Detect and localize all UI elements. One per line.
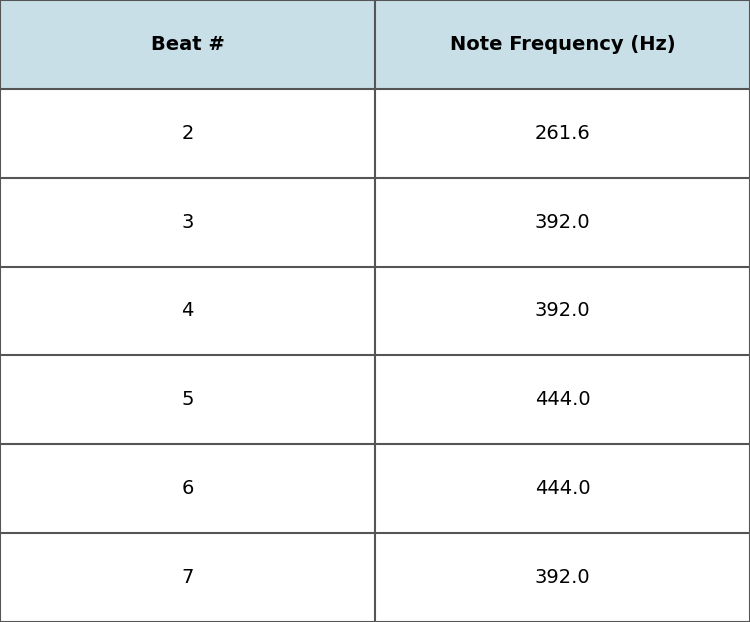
Text: 2: 2 bbox=[182, 124, 194, 143]
Text: 6: 6 bbox=[182, 479, 194, 498]
Text: 444.0: 444.0 bbox=[535, 391, 590, 409]
Text: 444.0: 444.0 bbox=[535, 479, 590, 498]
Bar bbox=[0, 444, 375, 533]
Text: 4: 4 bbox=[182, 302, 194, 320]
Text: 3: 3 bbox=[182, 213, 194, 231]
Text: 261.6: 261.6 bbox=[535, 124, 590, 143]
Bar bbox=[375, 89, 750, 178]
Text: Beat #: Beat # bbox=[151, 35, 224, 54]
Bar bbox=[375, 267, 750, 355]
Text: 392.0: 392.0 bbox=[535, 302, 590, 320]
Bar bbox=[375, 444, 750, 533]
Bar bbox=[375, 355, 750, 444]
Text: 392.0: 392.0 bbox=[535, 568, 590, 587]
Bar bbox=[0, 533, 375, 622]
Text: 7: 7 bbox=[182, 568, 194, 587]
Bar bbox=[0, 355, 375, 444]
Bar bbox=[0, 0, 375, 89]
Text: 392.0: 392.0 bbox=[535, 213, 590, 231]
Bar bbox=[375, 178, 750, 267]
Bar bbox=[375, 533, 750, 622]
Text: 5: 5 bbox=[182, 391, 194, 409]
Text: Note Frequency (Hz): Note Frequency (Hz) bbox=[450, 35, 675, 54]
Bar bbox=[0, 178, 375, 267]
Bar bbox=[0, 267, 375, 355]
Bar bbox=[0, 89, 375, 178]
Bar bbox=[375, 0, 750, 89]
